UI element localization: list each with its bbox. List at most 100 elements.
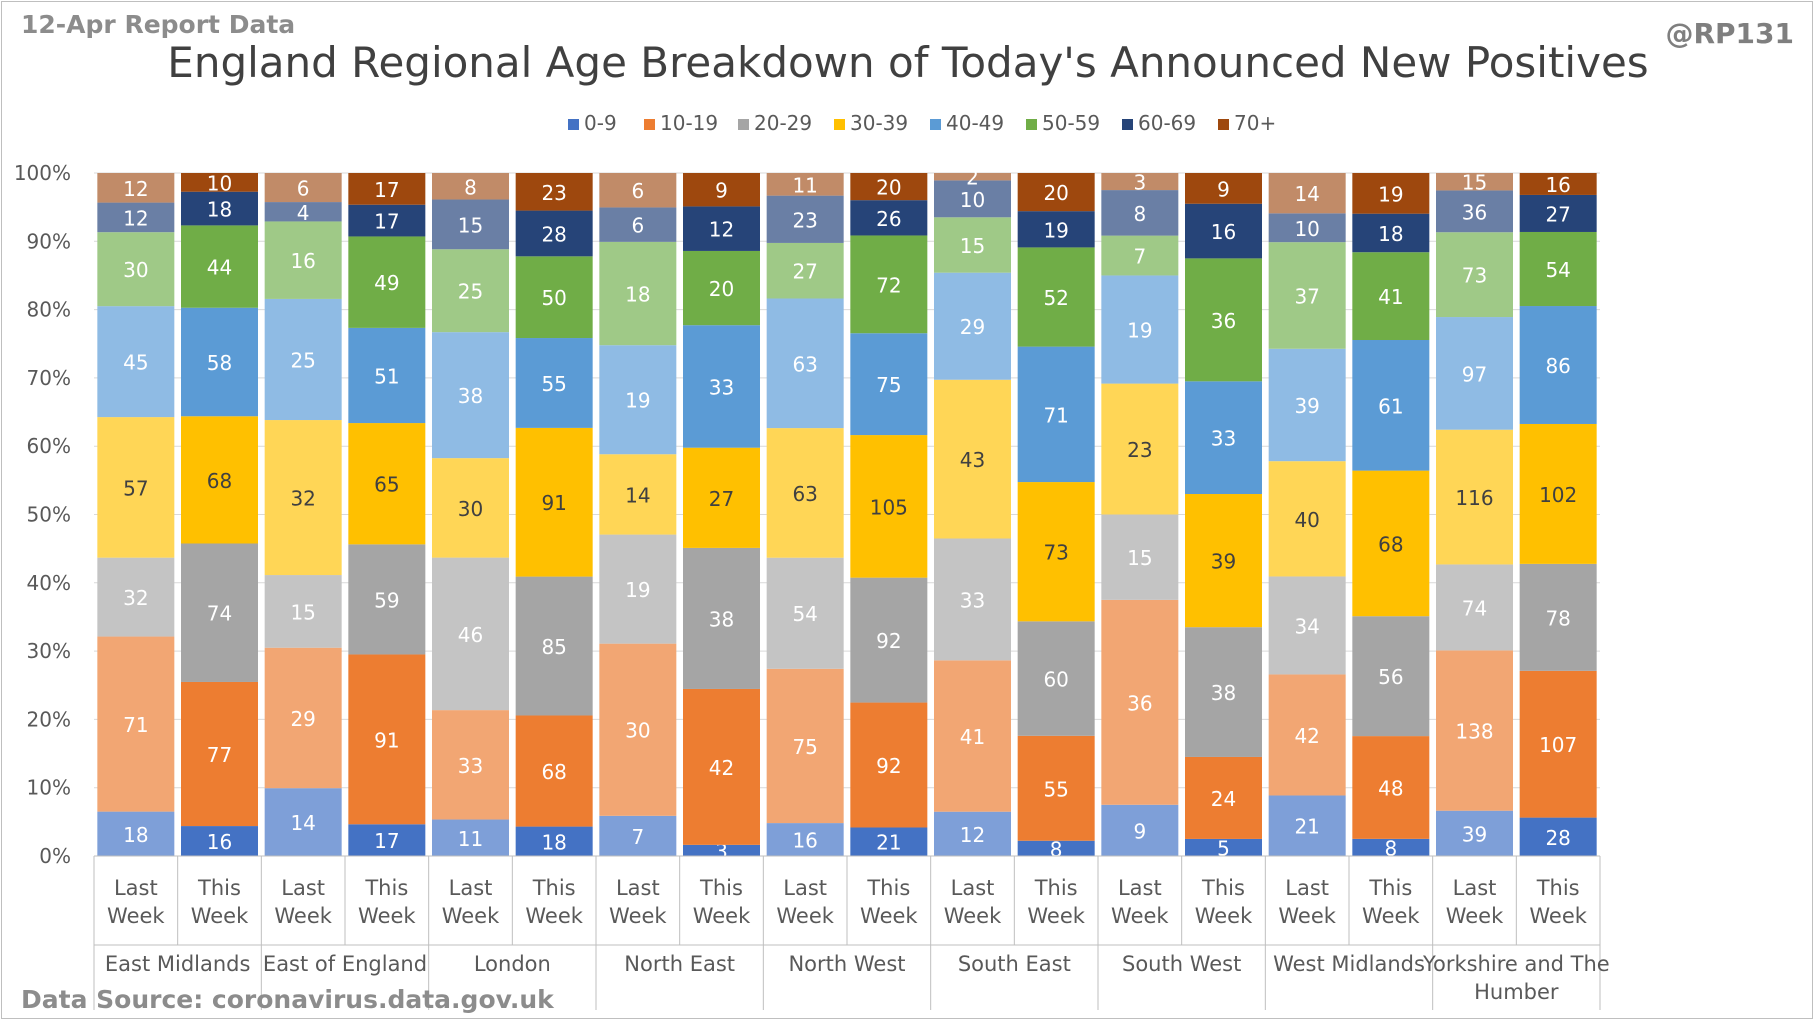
data-label: 63 <box>792 482 817 506</box>
bar-segment <box>1436 173 1513 191</box>
data-label: 15 <box>290 600 315 624</box>
data-label: 32 <box>290 487 315 511</box>
group-label: South East <box>958 952 1071 976</box>
group-label: Humber <box>1474 980 1559 1004</box>
bar-segment <box>97 636 175 812</box>
bar-segment <box>1017 840 1095 856</box>
data-label: 97 <box>1462 362 1487 386</box>
bar-segment <box>683 325 760 448</box>
bar-segment <box>181 307 258 417</box>
data-label: 56 <box>1378 665 1403 689</box>
x-tick-label: Last <box>114 876 158 900</box>
report-date-label: 12-Apr Report Data <box>21 10 296 39</box>
data-label: 52 <box>1043 286 1068 310</box>
x-tick-label: Week <box>358 904 416 928</box>
data-label: 11 <box>458 827 483 851</box>
data-label: 34 <box>1294 614 1319 638</box>
y-tick-label: 20% <box>27 707 71 731</box>
bar-segment <box>515 256 593 339</box>
x-tick-label: Last <box>281 876 325 900</box>
data-label: 42 <box>709 756 734 780</box>
data-label: 11 <box>792 173 817 197</box>
data-label: 78 <box>1545 606 1570 630</box>
bar-segment <box>1101 190 1179 236</box>
bar-segment <box>1436 564 1513 651</box>
bar-segment <box>599 534 677 644</box>
bar-segment <box>264 202 342 222</box>
x-tick-label: Last <box>1285 876 1329 900</box>
x-tick-label: Week <box>442 904 500 928</box>
x-tick-label: Week <box>693 904 751 928</box>
bar-segment <box>97 173 175 203</box>
group-label: West Midlands <box>1273 952 1425 976</box>
bar-segment <box>766 242 844 299</box>
x-tick-label: Week <box>860 904 918 928</box>
data-label: 33 <box>458 754 483 778</box>
data-label: 10 <box>207 171 232 195</box>
bar-segment <box>1352 173 1430 214</box>
data-label: 92 <box>876 629 901 653</box>
legend-label: 0-9 <box>584 111 617 135</box>
bar-segment <box>934 660 1011 812</box>
bar-segment <box>599 454 677 535</box>
data-label: 18 <box>207 198 232 222</box>
bar-segment <box>181 191 258 226</box>
bar-segment <box>1352 736 1430 839</box>
bar-segment <box>348 327 426 424</box>
bar-segment <box>934 538 1011 661</box>
x-tick-label: Week <box>525 904 583 928</box>
data-label: 36 <box>1462 200 1487 224</box>
x-tick-label: Week <box>1027 904 1085 928</box>
bar-segment <box>181 543 258 682</box>
bar-segment <box>181 173 258 192</box>
data-label: 8 <box>464 175 477 199</box>
data-label: 39 <box>1211 550 1236 574</box>
legend-swatch <box>1218 119 1229 130</box>
bar-segment <box>181 681 258 827</box>
bar-segment <box>934 173 1011 181</box>
bar-segment <box>683 547 760 689</box>
data-label: 12 <box>123 177 148 201</box>
data-label: 46 <box>458 623 483 647</box>
y-tick-label: 90% <box>27 229 71 253</box>
data-label: 9 <box>1217 177 1230 201</box>
bar-segment <box>515 427 593 577</box>
y-tick-label: 80% <box>27 298 71 322</box>
legend-swatch <box>1026 119 1037 130</box>
data-label: 15 <box>960 234 985 258</box>
data-label: 16 <box>1545 173 1570 197</box>
bar-segment <box>264 173 342 203</box>
bar-segment <box>515 210 593 257</box>
bar-segment <box>348 654 426 825</box>
legend-label: 70+ <box>1234 111 1276 135</box>
data-label: 38 <box>709 607 734 631</box>
data-label: 15 <box>458 213 483 237</box>
legend-label: 10-19 <box>660 111 718 135</box>
data-label: 14 <box>1294 182 1319 206</box>
bar-segment <box>599 173 677 208</box>
data-label: 39 <box>1462 822 1487 846</box>
data-label: 8 <box>1384 836 1397 860</box>
data-label: 18 <box>1378 222 1403 246</box>
bar-segment <box>1017 247 1095 347</box>
bar-segment <box>515 715 593 827</box>
data-label: 75 <box>876 373 901 397</box>
x-tick-label: This <box>1034 876 1078 900</box>
legend-label: 30-39 <box>850 111 908 135</box>
data-label: 9 <box>715 179 728 203</box>
data-label: 72 <box>876 273 901 297</box>
bar-segment <box>97 232 175 307</box>
bar-segment <box>1101 173 1179 191</box>
data-label: 74 <box>1462 596 1487 620</box>
bar-segment <box>683 206 760 251</box>
data-label: 61 <box>1378 394 1403 418</box>
data-label: 5 <box>1217 836 1230 860</box>
data-label: 15 <box>1127 546 1152 570</box>
bar-segment <box>432 173 509 200</box>
bar-segment <box>599 241 677 346</box>
bar-segment <box>348 824 426 856</box>
bar-segment <box>97 306 175 418</box>
data-label: 18 <box>123 823 148 847</box>
data-label: 23 <box>1127 438 1152 462</box>
x-tick-label: This <box>1536 876 1580 900</box>
